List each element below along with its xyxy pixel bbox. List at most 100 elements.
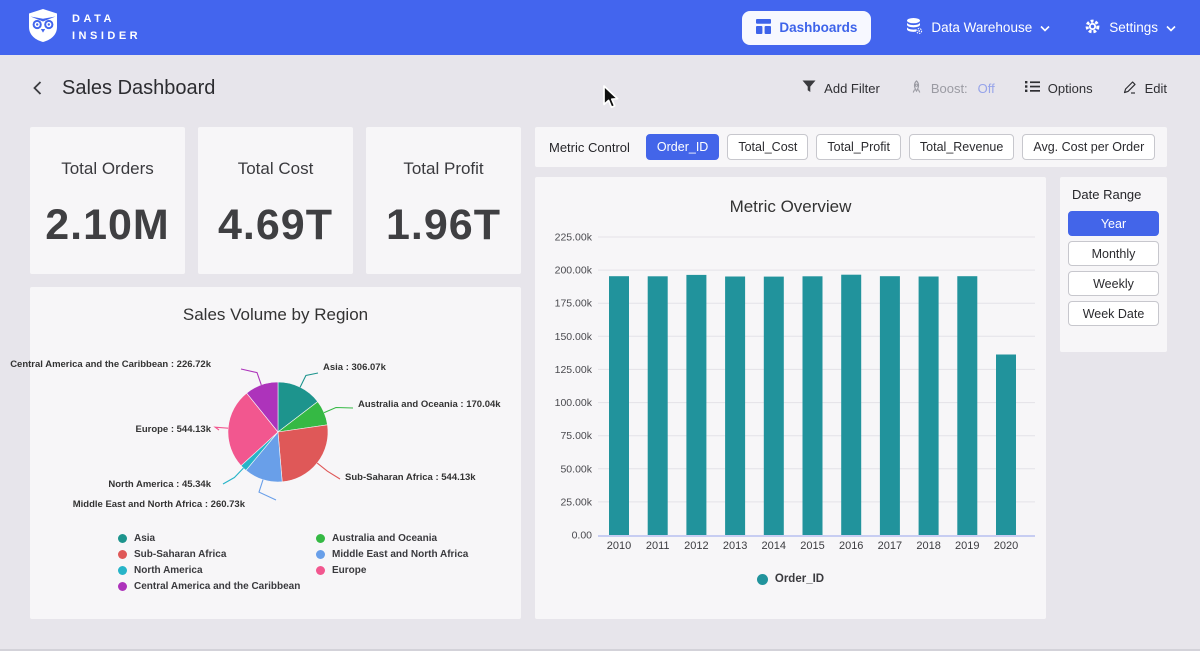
legend-item-europe[interactable]: Europe (316, 562, 468, 578)
pie-leader-line (213, 426, 229, 431)
add-filter-button[interactable]: Add Filter (802, 80, 880, 96)
x-tick-label: 2012 (684, 540, 708, 552)
legend-item-sub-saharan-africa[interactable]: Sub-Saharan Africa (118, 546, 306, 562)
nav-data-warehouse[interactable]: Data Warehouse (905, 17, 1050, 38)
kpi-value: 4.69T (218, 201, 333, 249)
kpi-card-total-orders: Total Orders 2.10M (30, 127, 185, 274)
pie-chart-title: Sales Volume by Region (182, 305, 369, 324)
screen-bottom-edge (0, 649, 1200, 651)
date-range-weekly[interactable]: Weekly (1068, 271, 1159, 296)
legend-dot (316, 533, 325, 543)
date-range-monthly[interactable]: Monthly (1068, 241, 1159, 266)
nav-settings-label: Settings (1109, 20, 1158, 35)
pie-chart-card: Sales Volume by Region Asia : 306.07k Aus… (10, 287, 521, 619)
date-range-label: Date Range (1072, 187, 1142, 202)
x-tick-label: 2019 (955, 540, 979, 552)
legend-dot (316, 565, 325, 575)
y-tick-label: 100.00k (555, 397, 593, 409)
kpi-value: 1.96T (386, 201, 501, 249)
pie-slice-sub-saharan-africa[interactable] (277, 424, 329, 483)
pie-leader-line (323, 406, 354, 414)
nav-data-warehouse-label: Data Warehouse (931, 20, 1033, 35)
boost-toggle[interactable]: Boost: Off (910, 79, 995, 97)
legend-dot (316, 549, 325, 559)
y-tick-label: 200.00k (555, 265, 593, 277)
pie-chart[interactable]: Asia : 306.07k Australia and Oceania : 17… (10, 332, 521, 532)
kpi-value: 2.10M (45, 201, 170, 249)
legend-item-order-id[interactable]: Order_ID (756, 573, 824, 585)
metric-option-order-id[interactable]: Order_ID (645, 134, 720, 160)
date-range-year[interactable]: Year (1068, 211, 1159, 236)
metric-control-bar: Metric Control Order_ID Total_Cost Total_P… (535, 127, 1167, 167)
pie-label-asia: Asia : 306.07k (323, 362, 386, 373)
pie-legend: Asia Sub-Saharan Africa North America Centr… (118, 530, 468, 594)
funnel-icon (802, 80, 816, 96)
legend-dot (118, 565, 127, 575)
bar-chart-legend: Order_ID (535, 573, 1046, 585)
bar-2012[interactable] (686, 274, 707, 535)
back-button[interactable] (28, 78, 48, 98)
pie-leader-line (258, 479, 277, 501)
nav-settings[interactable]: Settings (1084, 18, 1176, 38)
legend-dot (118, 581, 127, 591)
page-header: Sales Dashboard Add Filter Boost: Off (0, 55, 1200, 121)
legend-item-north-america[interactable]: North America (118, 562, 306, 578)
y-tick-label: 25.00k (560, 496, 592, 508)
metric-option-total-revenue[interactable]: Total_Revenue (908, 134, 1015, 160)
metric-option-total-cost[interactable]: Total_Cost (727, 134, 809, 160)
pie-leader-line (316, 462, 341, 480)
legend-item-asia[interactable]: Asia (118, 530, 306, 546)
pie-leader-line (299, 372, 319, 388)
bar-2019[interactable] (957, 276, 978, 535)
bar-2017[interactable] (879, 276, 900, 535)
database-icon (905, 17, 923, 38)
pie-label-middle-east-and-north-africa: Middle East and North Africa : 260.73k (72, 499, 245, 510)
kpi-label: Total Orders (61, 159, 154, 178)
list-icon (1024, 80, 1040, 96)
kpi-label: Total Cost (237, 159, 314, 178)
bar-2018[interactable] (918, 276, 939, 536)
legend-item-middle-east-and-north-africa[interactable]: Middle East and North Africa (316, 546, 468, 562)
owl-logo-icon (24, 6, 62, 49)
bar-2014[interactable] (763, 276, 784, 535)
options-button[interactable]: Options (1024, 80, 1093, 96)
pencil-icon (1123, 80, 1137, 97)
metric-option-total-profit[interactable]: Total_Profit (816, 134, 901, 160)
bar-2020[interactable] (996, 354, 1016, 536)
edit-button[interactable]: Edit (1123, 80, 1167, 97)
y-tick-label: 50.00k (560, 463, 592, 475)
date-range-week-date[interactable]: Week Date (1068, 301, 1159, 326)
bar-chart-card: Metric Overview 0.00 25.00k 50.00k 75.00k 10… (535, 177, 1046, 619)
edit-label: Edit (1144, 80, 1167, 96)
bar-2011[interactable] (647, 276, 668, 535)
y-tick-label: 150.00k (555, 331, 593, 343)
bar-2013[interactable] (725, 276, 746, 536)
pie-label-central-america-and-the-caribbean: Central America and the Caribbean : 226.… (10, 359, 211, 370)
pie-leader-line (222, 467, 244, 485)
bar-2015[interactable] (802, 276, 823, 535)
metric-control-label: Metric Control (549, 139, 630, 155)
metric-option-avg-cost-per-order[interactable]: Avg. Cost per Order (1022, 134, 1156, 160)
y-tick-label: 125.00k (555, 364, 593, 376)
legend-item-central-america-and-the-caribbean[interactable]: Central America and the Caribbean (118, 578, 306, 594)
nav-dashboards-button[interactable]: Dashboards (742, 10, 872, 45)
pie-label-sub-saharan-africa: Sub-Saharan Africa : 544.13k (345, 472, 476, 483)
boost-label: Boost: (930, 80, 968, 96)
chevron-left-icon (33, 81, 42, 95)
bar-2010[interactable] (609, 276, 629, 535)
brand[interactable]: DATA INSIDER (24, 6, 141, 49)
pie-label-australia-and-oceania: Australia and Oceania : 170.04k (358, 399, 501, 410)
chevron-down-icon (1166, 20, 1176, 35)
gear-icon (1084, 18, 1101, 38)
kpi-card-total-cost: Total Cost 4.69T (198, 127, 353, 274)
x-tick-label: 2018 (916, 540, 940, 552)
legend-dot (118, 533, 127, 543)
brand-text: DATA INSIDER (72, 13, 142, 42)
legend-item-australia-and-oceania[interactable]: Australia and Oceania (316, 530, 468, 546)
chevron-down-icon (1040, 20, 1050, 35)
kpi-label: Total Profit (403, 159, 484, 178)
legend-dot (756, 573, 768, 585)
pie-slice-europe[interactable] (227, 392, 279, 467)
bar-2016[interactable] (841, 274, 862, 535)
bar-chart[interactable]: 0.00 25.00k 50.00k 75.00k 100.00k 125.00k 150.… (535, 217, 1046, 567)
